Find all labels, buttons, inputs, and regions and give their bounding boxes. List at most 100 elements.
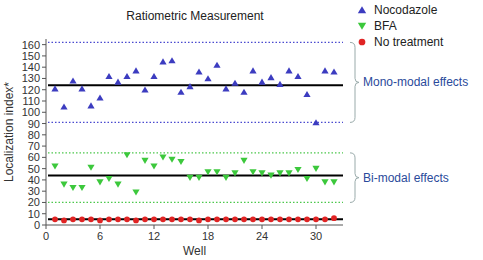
point bbox=[123, 73, 130, 79]
point bbox=[123, 152, 130, 158]
point bbox=[303, 176, 310, 182]
point bbox=[222, 175, 229, 181]
point bbox=[312, 119, 319, 125]
point bbox=[267, 173, 274, 179]
point bbox=[124, 216, 130, 222]
point bbox=[241, 216, 247, 222]
y-tick bbox=[42, 101, 46, 102]
point bbox=[186, 175, 193, 181]
point bbox=[52, 216, 58, 222]
x-tick bbox=[100, 225, 101, 229]
point bbox=[330, 179, 337, 185]
point bbox=[60, 103, 67, 109]
point bbox=[132, 189, 139, 195]
point bbox=[169, 216, 175, 222]
y-tick bbox=[42, 67, 46, 68]
reference-line bbox=[48, 84, 343, 86]
point bbox=[276, 170, 283, 176]
x-tick bbox=[262, 225, 263, 229]
point bbox=[258, 79, 265, 85]
y-tick bbox=[42, 213, 46, 214]
y-tick bbox=[42, 225, 46, 226]
point bbox=[151, 216, 157, 222]
point bbox=[295, 216, 301, 222]
x-tick-label: 24 bbox=[256, 230, 268, 242]
point bbox=[51, 164, 58, 170]
reference-line bbox=[48, 122, 343, 123]
y-tick-label: 40 bbox=[28, 174, 40, 186]
y-tick-label: 120 bbox=[22, 84, 40, 96]
reference-line bbox=[48, 174, 343, 176]
point bbox=[141, 158, 148, 164]
point bbox=[187, 216, 193, 222]
y-tick-label: 0 bbox=[34, 219, 40, 231]
point bbox=[78, 85, 85, 91]
point bbox=[277, 216, 283, 222]
y-tick bbox=[42, 157, 46, 158]
y-tick-label: 130 bbox=[22, 72, 40, 84]
y-tick bbox=[42, 112, 46, 113]
point bbox=[79, 216, 85, 222]
y-tick-label: 70 bbox=[28, 140, 40, 152]
point bbox=[240, 89, 247, 95]
y-tick bbox=[42, 168, 46, 169]
y-tick-label: 20 bbox=[28, 196, 40, 208]
point bbox=[150, 164, 157, 170]
point bbox=[106, 216, 112, 222]
legend-label: Nocodazole bbox=[374, 3, 438, 17]
y-tick bbox=[42, 89, 46, 90]
point bbox=[97, 218, 103, 224]
legend-marker bbox=[358, 6, 366, 13]
point bbox=[214, 216, 220, 222]
y-tick bbox=[42, 134, 46, 135]
point bbox=[114, 182, 121, 188]
point bbox=[70, 216, 76, 222]
point bbox=[60, 182, 67, 188]
point bbox=[286, 216, 292, 222]
y-tick-label: 50 bbox=[28, 163, 40, 175]
y-tick bbox=[42, 146, 46, 147]
point bbox=[330, 68, 337, 74]
point bbox=[78, 185, 85, 191]
point bbox=[196, 218, 202, 224]
plot-area bbox=[48, 42, 343, 223]
point bbox=[285, 170, 292, 176]
point bbox=[240, 158, 247, 164]
point bbox=[294, 73, 301, 79]
point bbox=[303, 91, 310, 97]
bracket bbox=[350, 42, 359, 122]
point bbox=[168, 57, 175, 63]
point bbox=[312, 166, 319, 172]
point bbox=[250, 216, 256, 222]
x-tick bbox=[46, 225, 47, 229]
x-label: Well bbox=[183, 244, 206, 258]
point bbox=[195, 175, 202, 181]
y-tick-label: 10 bbox=[28, 208, 40, 220]
y-tick bbox=[42, 78, 46, 79]
y-tick-label: 100 bbox=[22, 106, 40, 118]
annotation: Bi-modal effects bbox=[363, 171, 449, 185]
point bbox=[105, 73, 112, 79]
point bbox=[205, 216, 211, 222]
point bbox=[87, 165, 94, 171]
point bbox=[313, 216, 319, 222]
x-tick-label: 0 bbox=[43, 230, 49, 242]
y-tick bbox=[42, 202, 46, 203]
x-tick-label: 30 bbox=[310, 230, 322, 242]
y-tick bbox=[42, 55, 46, 56]
point bbox=[69, 77, 76, 83]
point bbox=[294, 167, 301, 173]
annotation: Mono-modal effects bbox=[363, 75, 468, 89]
legend-marker bbox=[358, 23, 366, 30]
point bbox=[88, 216, 94, 222]
reference-line bbox=[48, 42, 343, 43]
point bbox=[259, 216, 265, 222]
point bbox=[177, 89, 184, 95]
point bbox=[285, 67, 292, 73]
point bbox=[267, 74, 274, 80]
y-tick-label: 150 bbox=[22, 50, 40, 62]
point bbox=[159, 58, 166, 64]
chart: Ratiometric Measurement01020304050607080… bbox=[0, 0, 483, 260]
x-axis bbox=[46, 225, 343, 226]
point bbox=[331, 215, 337, 221]
